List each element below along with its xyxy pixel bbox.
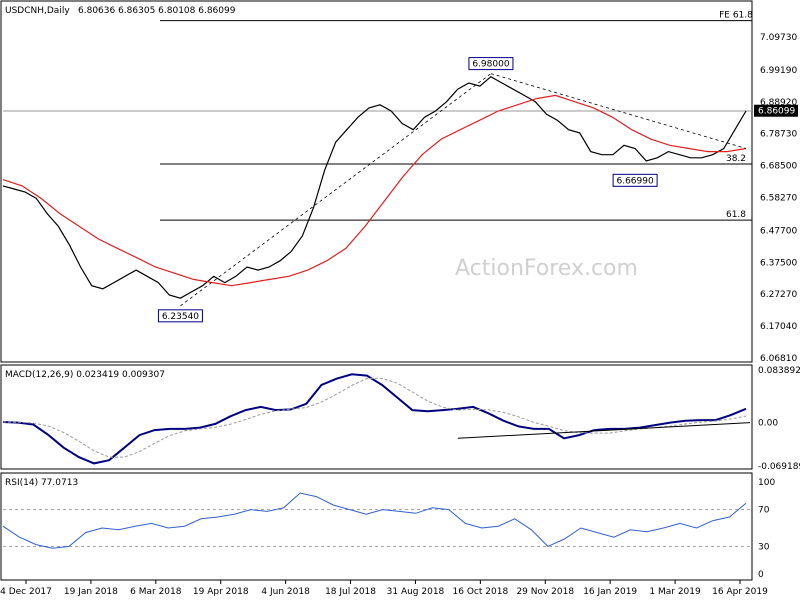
price-annotation-label: 6.98000 (472, 60, 509, 70)
price-header-ohlc: 6.80636 6.86305 6.80108 6.86099 (78, 6, 236, 16)
y-axis-labels: 7.09730 6.99190 6.88920 6.78730 6.68500 6.582… (754, 33, 800, 580)
macd-tick-label: -0.069189 (758, 462, 800, 472)
price-tick-label: 6.78730 (760, 130, 797, 140)
watermark: ActionForex.com (455, 256, 638, 281)
price-tick-label: 6.68500 (760, 162, 797, 172)
x-tick-label: 6 Mar 2018 (130, 587, 182, 597)
x-tick-label: 4 Jun 2018 (261, 587, 310, 597)
rsi-series (2, 492, 750, 549)
moving-average-line (2, 94, 747, 287)
price-line (2, 75, 747, 299)
x-tick-label: 16 Oct 2018 (453, 587, 509, 597)
rsi-tick-label: 100 (758, 478, 775, 488)
macd-tick-label: 0.083892 (758, 366, 800, 376)
price-tick-label: 6.58270 (760, 194, 797, 204)
price-tick-label: 6.99190 (760, 66, 797, 76)
price-annotation-label: 6.23540 (162, 312, 199, 322)
price-annotation-box (468, 57, 514, 71)
price-tick-label: 6.06810 (760, 354, 797, 364)
rsi-panel (0, 472, 753, 581)
macd-title: MACD(12,26,9) 0.023419 0.009307 (5, 370, 165, 380)
rsi-line (2, 492, 747, 549)
macd-line (2, 373, 747, 465)
x-tick-label: 29 Nov 2018 (516, 587, 574, 597)
x-tick-label: 16 Jan 2019 (583, 587, 637, 597)
fib-lines: FE 61.8 38.2 61.8 (3, 11, 753, 221)
x-tick-label: 16 Apr 2019 (712, 587, 768, 597)
price-annotation-box (612, 173, 658, 187)
x-tick-label: 31 Aug 2018 (387, 587, 445, 597)
macd-tick-label: 0.00 (758, 419, 778, 429)
trendline (180, 73, 492, 307)
x-tick-label: 19 Apr 2018 (193, 587, 249, 597)
x-tick-label: 4 Dec 2017 (0, 587, 52, 597)
price-tick-label: 6.37500 (760, 258, 797, 268)
macd-signal-line (2, 377, 747, 458)
price-series (2, 73, 747, 307)
x-tick-label: 18 Jul 2018 (325, 587, 376, 597)
last-price-label: 6.86099 (758, 107, 795, 117)
price-tick-label: 6.88920 (760, 98, 797, 108)
price-annotation-label: 6.66990 (616, 176, 653, 186)
x-tick-label: 19 Jan 2018 (64, 587, 118, 597)
rsi-title: RSI(14) 77.0713 (5, 478, 78, 488)
fib-label: FE 61.8 (719, 11, 753, 21)
x-axis-labels: 4 Dec 2017 19 Jan 2018 6 Mar 2018 19 Apr 20… (0, 580, 768, 597)
rsi-tick-label: 70 (758, 506, 770, 516)
fib-label: 61.8 (726, 210, 746, 220)
fib-label: 38.2 (726, 154, 746, 164)
annotations: 6.98000 6.23540 6.66990 (157, 57, 658, 323)
price-tick-label: 7.09730 (760, 33, 797, 43)
last-price-marker (754, 104, 798, 117)
price-tick-label: 6.17040 (760, 322, 797, 332)
rsi-tick-label: 0 (758, 570, 764, 580)
macd-series (2, 373, 751, 465)
macd-trendline (457, 422, 751, 439)
price-tick-label: 6.27270 (760, 290, 797, 300)
price-annotation-box (157, 309, 203, 323)
x-tick-label: 1 Mar 2019 (649, 587, 701, 597)
rsi-tick-label: 30 (758, 542, 770, 552)
trendline (490, 73, 747, 149)
price-header-symbol: USDCNH,Daily (5, 6, 70, 16)
price-tick-label: 6.47700 (760, 226, 797, 236)
